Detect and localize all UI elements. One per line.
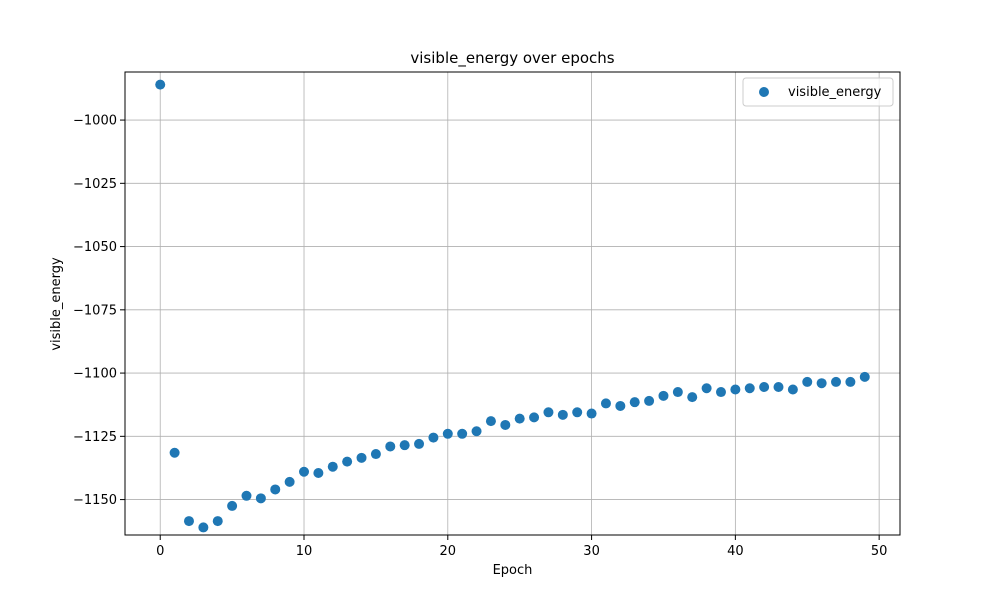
data-point: [658, 390, 669, 401]
data-point: [212, 516, 223, 527]
data-point: [241, 490, 252, 501]
x-tick-label: 50: [871, 544, 888, 559]
data-point: [730, 384, 741, 395]
x-axis-ticks: 0 10 20 30 40 50: [156, 535, 887, 559]
data-point: [514, 413, 525, 424]
legend-label: visible_energy: [788, 85, 882, 100]
x-tick-label: 30: [583, 544, 600, 559]
x-tick-label: 40: [727, 544, 744, 559]
data-point: [198, 522, 209, 533]
data-point: [370, 449, 381, 460]
y-tick-label: −1025: [73, 177, 117, 192]
data-point: [399, 440, 410, 451]
data-point: [471, 426, 482, 437]
data-point: [500, 419, 511, 430]
data-point: [615, 400, 626, 411]
x-tick-label: 0: [156, 544, 164, 559]
data-point: [802, 376, 813, 387]
data-point: [457, 428, 468, 439]
data-point: [715, 387, 726, 398]
data-point: [485, 416, 496, 427]
data-point: [428, 432, 439, 443]
x-axis-label: Epoch: [493, 563, 533, 578]
data-point: [284, 476, 295, 487]
data-point: [572, 407, 583, 418]
x-tick-label: 20: [440, 544, 457, 559]
data-point: [629, 397, 640, 408]
data-point: [773, 381, 784, 392]
data-point: [227, 500, 238, 511]
data-point: [687, 392, 698, 403]
data-point: [342, 456, 353, 467]
y-axis-label: visible_energy: [49, 257, 64, 351]
data-points: [155, 79, 870, 533]
data-point: [414, 438, 425, 449]
legend: visible_energy: [742, 77, 894, 107]
data-point: [385, 441, 396, 452]
chart-title: visible_energy over epochs: [410, 49, 614, 68]
data-point: [169, 447, 180, 458]
data-point: [845, 376, 856, 387]
data-point: [543, 407, 554, 418]
data-point: [816, 378, 827, 389]
legend-marker: [759, 87, 769, 97]
data-point: [255, 493, 266, 504]
legend-box: [742, 77, 894, 107]
data-point: [644, 395, 655, 406]
data-point: [155, 79, 166, 90]
data-point: [744, 383, 755, 394]
data-point: [586, 408, 597, 419]
data-point: [787, 384, 798, 395]
data-point: [313, 468, 324, 479]
plot-frame: [124, 71, 901, 536]
x-tick-label: 10: [296, 544, 313, 559]
y-tick-label: −1125: [73, 430, 117, 445]
y-tick-label: −1050: [73, 240, 117, 255]
y-tick-label: −1000: [73, 114, 117, 129]
y-tick-label: −1075: [73, 303, 117, 318]
data-point: [183, 516, 194, 527]
data-point: [299, 466, 310, 477]
data-point: [557, 409, 568, 420]
data-point: [327, 461, 338, 472]
data-point: [270, 484, 281, 495]
data-point: [600, 398, 611, 409]
data-point: [529, 412, 540, 423]
y-axis-ticks: −1000 −1025 −1050 −1075 −1100 −1125 −1150: [73, 114, 125, 508]
y-tick-label: −1100: [73, 367, 117, 382]
data-point: [859, 371, 870, 382]
data-point: [672, 387, 683, 398]
data-point: [442, 428, 453, 439]
y-tick-label: −1150: [73, 493, 117, 508]
data-point: [701, 383, 712, 394]
data-point: [831, 376, 842, 387]
grid: [125, 72, 900, 535]
data-point: [356, 452, 367, 463]
data-point: [759, 381, 770, 392]
